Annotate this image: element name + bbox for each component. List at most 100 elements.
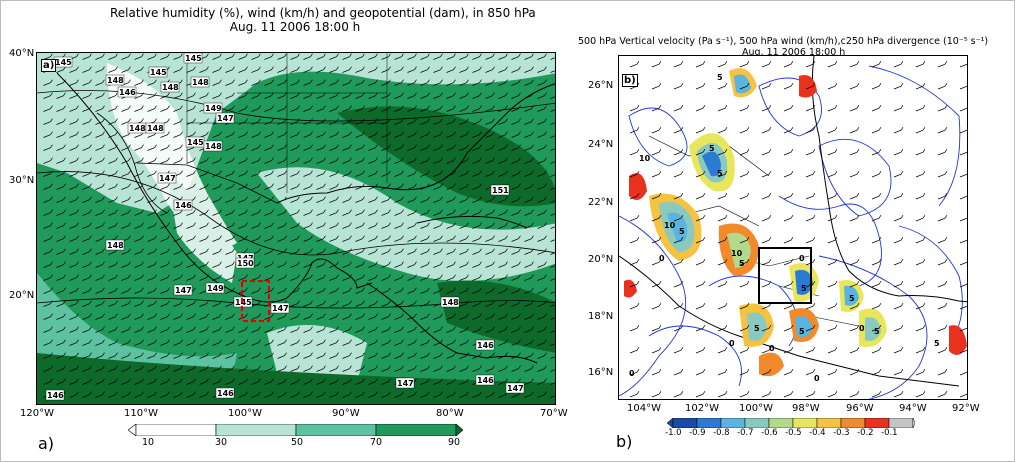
wind-barb <box>761 259 772 266</box>
wind-barb <box>959 195 967 200</box>
wind-barb <box>69 92 79 99</box>
wind-barb <box>420 326 430 333</box>
wind-barb <box>937 215 948 222</box>
wind-barb <box>871 215 882 222</box>
wind-barb <box>394 170 404 177</box>
wind-barb <box>472 391 482 398</box>
wind-barb <box>82 170 92 177</box>
wind-barb <box>739 369 750 376</box>
wind-barb <box>498 339 508 346</box>
wind-barb <box>147 53 157 60</box>
wind-barb <box>629 171 640 178</box>
wind-barb <box>95 92 105 99</box>
wind-barb <box>849 347 860 354</box>
wind-barb <box>550 135 555 138</box>
wind-barb <box>329 157 339 164</box>
wind-barb <box>937 83 948 90</box>
wind-barb <box>238 53 248 60</box>
wind-barb <box>238 339 248 346</box>
wind-barb <box>238 235 248 242</box>
colorbar-tick: -0.8 <box>713 428 730 438</box>
wind-barb <box>871 325 882 332</box>
wind-barb <box>82 300 92 307</box>
wind-barb <box>95 144 105 151</box>
wind-barb <box>108 378 118 385</box>
wind-barb <box>251 339 261 346</box>
wind-barb <box>472 352 482 359</box>
wind-barb <box>355 222 365 229</box>
wind-barb <box>134 274 144 281</box>
wind-barb <box>342 261 352 268</box>
wind-barb <box>342 196 352 203</box>
wind-barb <box>472 222 482 229</box>
wind-barb <box>524 274 534 281</box>
wind-barb <box>355 274 365 281</box>
wind-barb <box>251 313 261 320</box>
wind-barb <box>225 274 235 281</box>
wind-barb <box>199 222 209 229</box>
wind-barb <box>329 170 339 177</box>
wind-barb <box>316 183 326 190</box>
wind-barb <box>277 313 287 320</box>
wind-barb <box>629 391 640 398</box>
wind-barb <box>69 66 79 73</box>
wind-barb <box>355 235 365 242</box>
wind-barb <box>381 248 391 255</box>
wind-barb <box>225 92 235 99</box>
wind-barb <box>381 300 391 307</box>
wind-barb <box>485 92 495 99</box>
wind-barb <box>212 326 222 333</box>
wind-barb <box>739 215 750 222</box>
wind-barb <box>550 213 555 216</box>
wind-barb <box>717 391 728 398</box>
contour-label: 5 <box>801 284 807 293</box>
wind-barb <box>498 378 508 385</box>
wind-barb <box>277 235 287 242</box>
colorbar-tick: -0.3 <box>833 428 850 438</box>
wind-barb <box>893 281 904 288</box>
colorbar-tick: -0.2 <box>857 428 874 438</box>
wind-barb <box>238 118 248 125</box>
wind-barb <box>329 261 339 268</box>
wind-barb <box>225 365 235 372</box>
wind-barb <box>329 365 339 372</box>
wind-barb <box>871 369 882 376</box>
wind-barb <box>537 365 547 372</box>
wind-barb <box>783 369 794 376</box>
wind-barb <box>459 248 469 255</box>
wind-barb <box>134 183 144 190</box>
wind-barb <box>871 193 882 200</box>
wind-barb <box>524 378 534 385</box>
wind-barb <box>739 83 750 90</box>
wind-barb <box>108 170 118 177</box>
wind-barb <box>329 378 339 385</box>
wind-barb <box>433 209 443 216</box>
lon-tick: 92°W <box>952 403 980 414</box>
wind-barb <box>355 352 365 359</box>
wind-barb <box>394 79 404 86</box>
wind-barb <box>485 248 495 255</box>
wind-barb <box>433 92 443 99</box>
wind-barb <box>937 303 948 310</box>
wind-barb <box>43 248 53 255</box>
wind-barb <box>121 183 131 190</box>
wind-barb <box>498 352 508 359</box>
wind-barb <box>69 235 79 242</box>
wind-barb <box>69 339 79 346</box>
wind-barb <box>915 193 926 200</box>
wind-barb <box>82 274 92 281</box>
wind-barb <box>56 352 66 359</box>
wind-barb <box>739 303 750 310</box>
wind-barb <box>761 391 772 398</box>
wind-barb <box>264 391 274 398</box>
wind-barb <box>251 365 261 372</box>
wind-barb <box>199 118 209 125</box>
wind-barb <box>316 144 326 151</box>
wind-barb <box>485 157 495 164</box>
wind-barb <box>893 347 904 354</box>
wind-barb <box>342 144 352 151</box>
wind-barb <box>695 127 706 134</box>
wind-barb <box>238 352 248 359</box>
wind-barb <box>893 391 904 398</box>
